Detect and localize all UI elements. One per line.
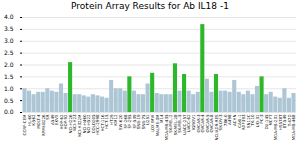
svg-text:LOX IMVI: LOX IMVI: [149, 114, 155, 132]
svg-text:M14: M14: [159, 114, 165, 123]
svg-text:K-562: K-562: [31, 114, 37, 126]
svg-text:KM12: KM12: [113, 114, 119, 126]
svg-text:NCI-H460: NCI-H460: [81, 114, 87, 134]
svg-text:786-0: 786-0: [222, 114, 228, 127]
svg-text:UO-31: UO-31: [254, 114, 260, 128]
svg-text:OVCAR-4: OVCAR-4: [200, 114, 206, 133]
svg-text:IGROV1: IGROV1: [191, 114, 196, 130]
svg-text:COLO205: COLO205: [90, 114, 96, 134]
svg-text:SNB-75: SNB-75: [140, 114, 146, 130]
svg-text:SN12C: SN12C: [245, 114, 251, 128]
svg-text:MALME-3M: MALME-3M: [154, 114, 160, 137]
svg-text:4.0: 4.0: [4, 13, 14, 20]
svg-text:NCI-H23: NCI-H23: [72, 114, 78, 131]
svg-text:SF-295: SF-295: [127, 114, 133, 129]
svg-text:HCT-15: HCT-15: [104, 114, 110, 129]
svg-text:CCRF-CEM: CCRF-CEM: [22, 114, 28, 136]
svg-text:SNB-19: SNB-19: [136, 114, 142, 130]
svg-text:PC-3: PC-3: [259, 114, 265, 124]
svg-text:ACHN: ACHN: [232, 114, 237, 126]
svg-text:T-47D: T-47D: [286, 114, 292, 127]
svg-text:1.5: 1.5: [4, 73, 14, 80]
svg-text:HOP-62: HOP-62: [58, 114, 64, 130]
svg-text:HOP-92: HOP-92: [63, 114, 69, 130]
svg-text:RXF393: RXF393: [241, 114, 247, 130]
svg-text:HT29: HT29: [108, 114, 114, 125]
svg-text:UACC-62: UACC-62: [186, 114, 192, 133]
svg-text:TK-10: TK-10: [250, 114, 256, 126]
svg-text:RPMI-8226: RPMI-8226: [40, 114, 46, 136]
svg-text:A498: A498: [227, 114, 233, 125]
svg-text:NCI-H322M: NCI-H322M: [77, 114, 82, 137]
svg-text:HL-60: HL-60: [26, 114, 32, 127]
svg-text:MCF7: MCF7: [268, 114, 274, 126]
svg-text:CAKI-1: CAKI-1: [236, 114, 242, 128]
svg-text:HCC-2998: HCC-2998: [95, 114, 101, 135]
svg-text:HS578T: HS578T: [277, 114, 283, 131]
svg-text:MDA-MB-435: MDA-MB-435: [163, 114, 169, 141]
svg-text:NCI-H522: NCI-H522: [86, 114, 92, 134]
svg-text:SK-OV-3: SK-OV-3: [218, 114, 224, 131]
svg-text:MOLT-4: MOLT-4: [36, 114, 41, 129]
svg-text:EKVX: EKVX: [54, 114, 60, 126]
svg-text:SK-MEL-2: SK-MEL-2: [168, 114, 174, 133]
svg-text:NCI/ADR-RES: NCI/ADR-RES: [213, 114, 219, 141]
svg-text:SK-MEL-5: SK-MEL-5: [177, 114, 183, 133]
svg-text:3.5: 3.5: [4, 25, 14, 32]
svg-text:2.5: 2.5: [4, 49, 14, 56]
svg-text:SK-MEL-28: SK-MEL-28: [172, 114, 178, 136]
svg-text:OVCAR-3: OVCAR-3: [195, 114, 201, 133]
svg-text:OVCAR-5: OVCAR-5: [204, 114, 210, 133]
svg-text:2.0: 2.0: [4, 61, 14, 68]
svg-text:OVCAR-8: OVCAR-8: [209, 114, 215, 133]
svg-text:3.0: 3.0: [4, 37, 14, 44]
svg-text:A549: A549: [49, 114, 55, 125]
svg-text:0.5: 0.5: [4, 97, 14, 104]
svg-text:NCI-H226: NCI-H226: [67, 114, 73, 134]
svg-text:MDA-MB-231: MDA-MB-231: [273, 114, 278, 141]
svg-text:DU-145: DU-145: [263, 114, 269, 130]
svg-text:UACC-257: UACC-257: [181, 114, 187, 135]
svg-text:BT-549: BT-549: [282, 114, 288, 129]
svg-text:SR: SR: [45, 114, 51, 120]
svg-text:0.0: 0.0: [4, 108, 14, 115]
svg-text:SW-620: SW-620: [118, 114, 123, 130]
svg-text:SF-268: SF-268: [122, 114, 128, 129]
svg-text:MDA-MB-468: MDA-MB-468: [291, 114, 296, 140]
svg-text:U251: U251: [145, 114, 151, 126]
html-text:Protein Array Results for Ab I: Protein Array Results for Ab IL18 -1: [71, 1, 229, 11]
svg-text:1.0: 1.0: [4, 85, 14, 92]
svg-text:SF-539: SF-539: [131, 114, 137, 129]
svg-text:HCT-116: HCT-116: [99, 114, 105, 132]
